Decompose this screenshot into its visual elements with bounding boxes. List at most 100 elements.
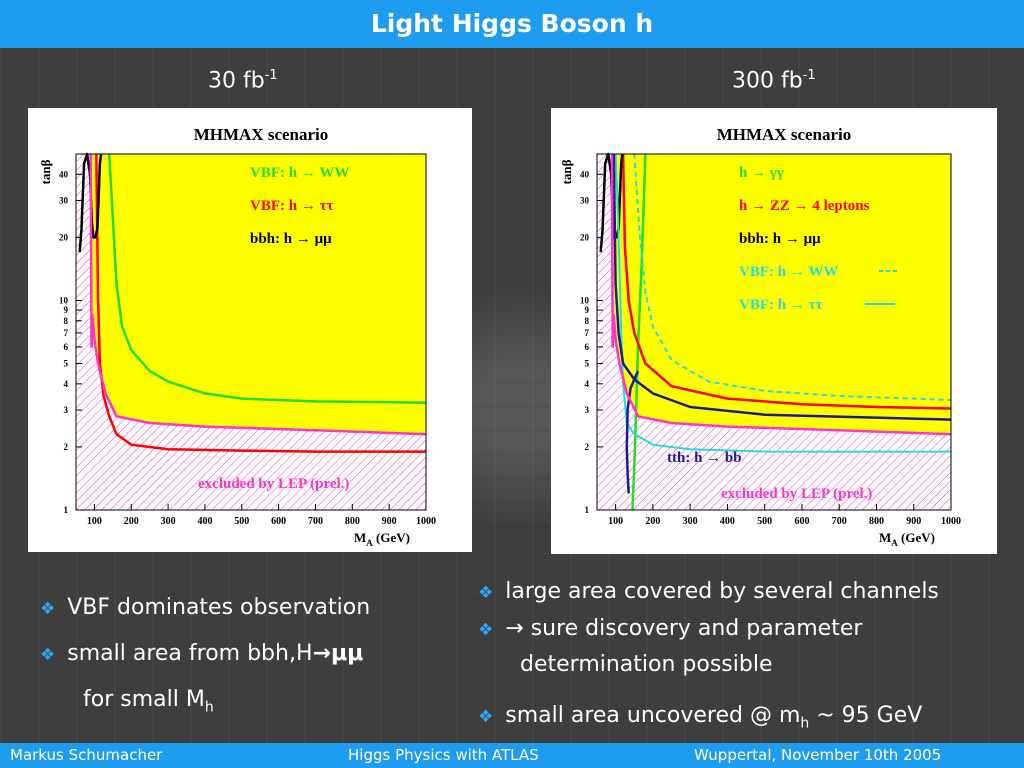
legend-entry: VBF: h → WW	[250, 165, 349, 181]
x-axis-label: MA (GeV)	[879, 530, 935, 548]
x-tick-label: 100	[87, 516, 102, 527]
arrow-right-icon: →	[505, 616, 524, 641]
x-tick-label: 1000	[941, 516, 961, 527]
x-tick-label: 400	[197, 516, 212, 527]
plot-frame	[75, 153, 427, 511]
x-tick-label: 400	[720, 516, 735, 527]
y-tick-label: 9	[64, 305, 69, 315]
y-tick-label: 8	[585, 316, 590, 326]
series-line-1	[621, 153, 952, 410]
bullet-right-2: ❖ → sure discovery and parameter	[478, 616, 863, 641]
footer-talk: Higgs Physics with ATLAS	[348, 746, 539, 764]
lumi-label-right: 300 fb-1	[732, 68, 816, 94]
x-tick-label: 900	[382, 516, 397, 527]
x-tick-label: 500	[234, 516, 249, 527]
series-line-0	[631, 153, 647, 511]
lep-excluded-region	[76, 154, 426, 510]
y-tick-label: 7	[64, 328, 69, 338]
y-tick-label: 1	[64, 505, 69, 515]
series-line-3	[89, 153, 427, 436]
x-tick-label: 300	[683, 516, 698, 527]
y-tick-label: 7	[585, 328, 590, 338]
arrow-right-icon: →	[312, 641, 331, 666]
bullet-right-1: ❖ large area covered by several channels	[478, 579, 939, 604]
bullet-left-1: ❖ VBF dominates observation	[40, 595, 371, 620]
y-tick-label: 6	[64, 342, 69, 352]
x-tick-label: 600	[271, 516, 286, 527]
y-tick-label: 10	[580, 295, 590, 305]
slide-title: Light Higgs Boson h	[0, 0, 1024, 48]
y-tick-label: 4	[64, 379, 69, 389]
x-axis-label: MA (GeV)	[354, 530, 410, 548]
legend-entry: VBF: h → WW	[739, 264, 838, 280]
y-tick-label: 40	[580, 169, 590, 179]
y-tick-label: 30	[59, 195, 69, 205]
tth-label: tth: h → bb	[667, 450, 742, 466]
series-line-0	[107, 153, 427, 404]
x-tick-label: 800	[869, 516, 884, 527]
diamond-bullet-icon: ❖	[478, 620, 494, 640]
y-tick-label: 30	[580, 195, 590, 205]
bullet-right-3: determination possible	[520, 652, 773, 677]
y-tick-label: 10	[59, 295, 69, 305]
legend-entry: VBF: h → ττ	[250, 198, 334, 214]
series-line-1	[95, 153, 426, 453]
x-tick-label: 1000	[416, 516, 436, 527]
diamond-bullet-icon: ❖	[40, 599, 56, 619]
excluded-lep-label: excluded by LEP (prel.)	[721, 486, 872, 502]
chart-30fb: 100 200 300 400 500 600 700 800 900 1000 1 2 3 4 5 6 7 89…	[38, 125, 436, 548]
lumi-label-left: 30 fb-1	[208, 68, 278, 94]
x-tick-label: 300	[161, 516, 176, 527]
bullet-left-3: for small Mh	[83, 687, 214, 716]
x-tick-label: 200	[645, 516, 660, 527]
diamond-bullet-icon: ❖	[478, 707, 494, 727]
y-tick-label: 6	[585, 342, 590, 352]
footer-author: Markus Schumacher	[10, 746, 163, 764]
x-tick-label: 600	[794, 516, 809, 527]
y-axis-label: tanβ	[559, 159, 574, 184]
series-line-3	[633, 153, 952, 401]
x-tick-label: 100	[608, 516, 623, 527]
y-tick-label: 5	[585, 359, 590, 369]
legend-entry: bbh: h → μμ	[739, 231, 821, 247]
chart-panel-30fb: 100 200 300 400 500 600 700 800 900 1000 1 2 3 4 5 6 7 8 9…	[28, 108, 472, 552]
x-tick-label: 900	[906, 516, 921, 527]
chart-title: MHMAX scenario	[717, 125, 852, 144]
chart-panel-300fb: 100 200 300 400 500 600 700 800 900 1000 1 2 3 4 5 6 7 8 9…	[551, 108, 997, 554]
chart-title: MHMAX scenario	[194, 125, 329, 144]
series-line-6	[625, 370, 640, 494]
series-line-8	[610, 153, 952, 436]
y-tick-label: 40	[59, 169, 69, 179]
x-tick-label: 700	[832, 516, 847, 527]
excluded-lep-label: excluded by LEP (prel.)	[198, 476, 349, 492]
y-axis-label: tanβ	[38, 159, 53, 184]
diamond-bullet-icon: ❖	[40, 645, 56, 665]
diamond-bullet-icon: ❖	[478, 583, 494, 603]
y-tick-label: 3	[64, 405, 69, 415]
y-tick-label: 8	[64, 316, 69, 326]
y-tick-label: 3	[585, 405, 590, 415]
bullet-right-4: ❖ small area uncovered @ mh ~ 95 GeV	[478, 703, 923, 732]
y-tick-label: 2	[64, 442, 69, 452]
plot-frame	[596, 153, 952, 511]
footer-bar: Markus Schumacher Higgs Physics with ATL…	[0, 743, 1024, 768]
y-tick-label: 5	[64, 359, 69, 369]
legend-entry: VBF: h → ττ	[739, 297, 823, 313]
y-tick-label: 2	[585, 442, 590, 452]
legend-entry: h → ZZ → 4 leptons	[739, 198, 870, 214]
y-tick-label: 1	[585, 505, 590, 515]
chart-300fb: 100 200 300 400 500 600 700 800 900 1000 1 2 3 4 5 6 7 89…	[559, 125, 961, 548]
y-tick-label: 20	[580, 232, 590, 242]
lep-excluded-region	[597, 154, 951, 510]
legend-entry: h → γγ	[739, 165, 784, 181]
series-line-7	[641, 437, 951, 453]
x-tick-label: 800	[345, 516, 360, 527]
bullet-left-2: ❖ small area from bbh,H→μμ	[40, 641, 364, 666]
x-tick-label: 500	[757, 516, 772, 527]
y-tick-label: 9	[585, 305, 590, 315]
y-tick-label: 4	[585, 379, 590, 389]
legend-entry: bbh: h → μμ	[250, 231, 332, 247]
footer-place-date: Wuppertal, November 10th 2005	[694, 746, 942, 764]
x-tick-label: 200	[124, 516, 139, 527]
y-tick-label: 20	[59, 232, 69, 242]
